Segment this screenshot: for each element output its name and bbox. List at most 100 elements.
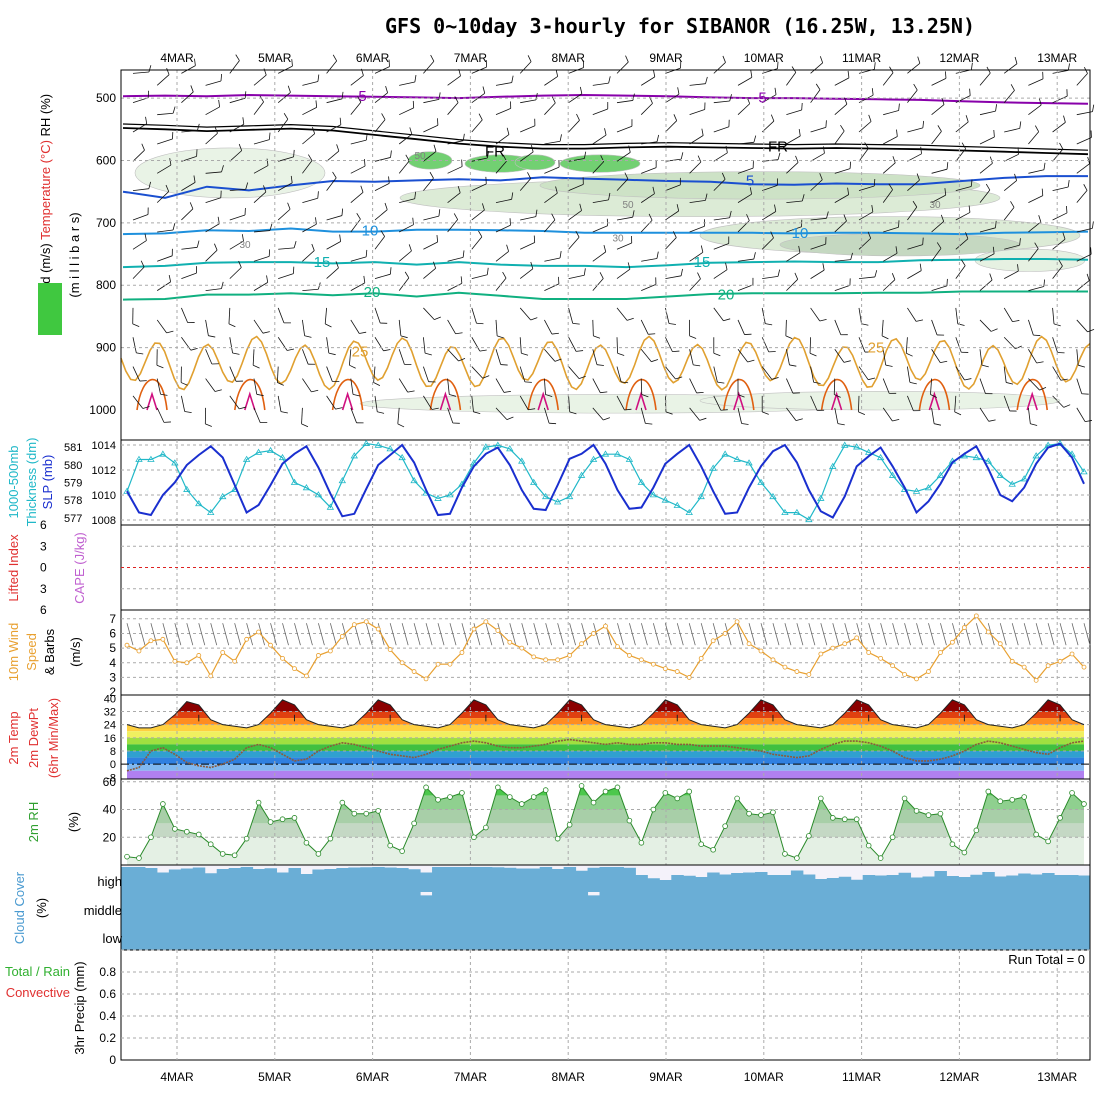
date-label-top: 7MAR [454, 51, 488, 65]
wind10-point [627, 653, 632, 658]
wind10-barb [533, 623, 541, 646]
wind-barb-flag [506, 416, 514, 420]
wind-barb [616, 307, 628, 321]
rh-point [136, 855, 142, 861]
rh-point [195, 831, 202, 838]
wind-barb [640, 103, 653, 115]
cloud-bar [707, 920, 720, 950]
wind-barb [277, 92, 291, 103]
cloud-bar [1018, 920, 1031, 950]
wind10-point [770, 657, 776, 663]
wind10-point [160, 636, 166, 642]
wind10-barb [246, 623, 254, 646]
wind10-point [638, 657, 644, 663]
wind-barb-flag [287, 348, 295, 351]
thickness-ylabel: Thickness (dm) [24, 438, 39, 527]
wind-barb [471, 92, 485, 104]
cloud-bar [503, 867, 517, 892]
wind-barb-flag [892, 418, 900, 422]
wind-barb-flag [1062, 232, 1066, 240]
wind10-point [662, 666, 668, 672]
wind10-point [208, 673, 214, 679]
wind-barb-flag [341, 208, 344, 216]
wind-barb-flag [144, 233, 147, 241]
wind10-point [961, 625, 967, 630]
thickness-point [793, 508, 801, 516]
precip-panel [120, 949, 1091, 1061]
cloud-bar [503, 920, 517, 950]
wind-barb-flag [434, 316, 441, 320]
wind-barb [592, 199, 609, 204]
cloud-bar [264, 920, 278, 950]
wind-barb [810, 366, 815, 383]
wind10-point [1033, 677, 1039, 683]
wind-barb-flag [190, 85, 194, 93]
cloud-bar [874, 920, 888, 950]
wind10-barb [258, 623, 265, 646]
wind-barb [398, 349, 405, 365]
wind-barb-flag [383, 349, 391, 352]
wind-barb-flag [521, 352, 529, 356]
cloud-bar [778, 920, 792, 950]
wind-barb-flag [1067, 180, 1070, 188]
date-label-bottom: 6MAR [356, 1070, 390, 1084]
wind-barb [979, 136, 995, 145]
wind-barb-flag [221, 165, 224, 173]
wind10-barb [150, 623, 158, 646]
thickness-point [984, 457, 993, 464]
cloud-bar [168, 869, 182, 892]
wind-barb [858, 148, 869, 162]
contour-label: -5 [353, 88, 366, 105]
wind-barb-flag [700, 245, 704, 253]
wind10-barb [365, 623, 373, 646]
cloud-layer-label: high [97, 874, 122, 889]
wind-barb-flag [502, 271, 507, 279]
cloud-bar [623, 867, 636, 892]
wind-barb [205, 288, 222, 292]
wind10-barb [1083, 623, 1091, 646]
rh-point [626, 817, 633, 824]
cloud-bar [156, 892, 170, 920]
wind-barb [350, 165, 366, 174]
cloud-bar [503, 892, 517, 920]
rh-point [459, 790, 465, 796]
cloud-bar [838, 876, 852, 892]
wind-barb [471, 337, 481, 352]
cloud-bar [946, 876, 959, 892]
wind-barb-flag [961, 259, 966, 266]
wind-barb-flag [549, 422, 557, 425]
rh-point [829, 815, 836, 821]
wind-barb [931, 77, 947, 86]
wind-barb [979, 407, 990, 422]
wind-barb-flag [705, 76, 708, 84]
wind10-point [615, 644, 620, 650]
wind-barb [181, 130, 198, 133]
wind-barb [1052, 307, 1055, 324]
cloud-bar [910, 877, 924, 892]
cloud-bar [336, 892, 349, 920]
wind-barb [253, 191, 267, 203]
wind-barb [447, 257, 464, 262]
wind10-barb [593, 623, 600, 646]
rh-point [722, 823, 728, 829]
rh-point [1045, 838, 1051, 845]
thickness-point [1080, 468, 1088, 475]
wind-barb [374, 209, 388, 221]
wind-barb-flag [148, 181, 151, 189]
wind-barb-flag [359, 331, 367, 334]
wind-barb-flag [252, 364, 260, 369]
thickness-point [805, 515, 813, 523]
wind-barb [665, 366, 676, 380]
cloud-bar [683, 892, 696, 920]
contour-label: 20 [718, 287, 735, 304]
rh-point [1057, 815, 1063, 821]
wind10-barb [353, 623, 361, 646]
wind-barb [301, 407, 303, 424]
wind-barb-flag [794, 272, 799, 280]
contour-label: 50 [414, 151, 426, 162]
wind10-barb [832, 623, 840, 646]
cloud-bar [192, 920, 206, 950]
wind10-point [304, 673, 309, 679]
